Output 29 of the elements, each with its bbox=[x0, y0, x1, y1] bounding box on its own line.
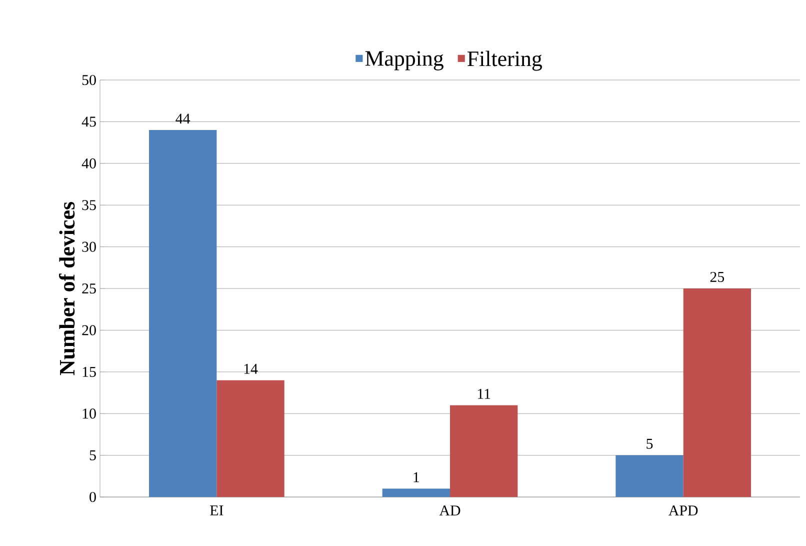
data-label: 14 bbox=[244, 364, 258, 374]
x-tick-label: APD bbox=[668, 506, 698, 516]
y-tick-label: 30 bbox=[82, 242, 96, 252]
bar bbox=[216, 380, 284, 497]
bar bbox=[683, 288, 752, 497]
bar bbox=[616, 455, 684, 497]
data-label: 44 bbox=[176, 114, 190, 124]
y-tick-label: 20 bbox=[82, 325, 96, 336]
legend-label: Filtering bbox=[468, 50, 542, 71]
y-tick-label: 0 bbox=[90, 492, 96, 502]
y-axis-title: Number of devices bbox=[58, 202, 75, 376]
data-label: 11 bbox=[478, 388, 490, 399]
data-label: 25 bbox=[710, 272, 724, 282]
y-tick-label: 10 bbox=[82, 408, 96, 419]
bar bbox=[382, 488, 450, 497]
y-tick-label: 5 bbox=[90, 450, 96, 460]
y-tick-label: 25 bbox=[82, 283, 96, 294]
y-tick-label: 15 bbox=[82, 366, 96, 377]
x-tick-label: EI bbox=[210, 506, 224, 516]
data-label: 1 bbox=[414, 472, 420, 482]
bar bbox=[450, 405, 518, 497]
bar bbox=[149, 130, 217, 497]
data-label: 5 bbox=[646, 438, 653, 449]
y-tick-label: 35 bbox=[82, 200, 96, 210]
y-tick-label: 40 bbox=[82, 158, 96, 168]
legend-label: Mapping bbox=[365, 51, 444, 70]
y-tick-label: 50 bbox=[82, 74, 96, 86]
y-tick-label: 45 bbox=[82, 116, 96, 127]
x-tick-label: AD bbox=[439, 506, 460, 516]
